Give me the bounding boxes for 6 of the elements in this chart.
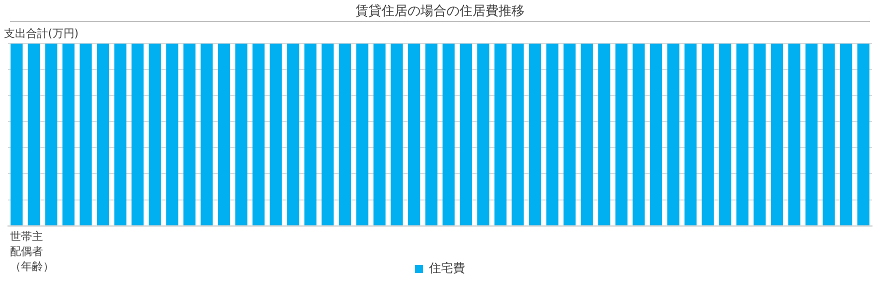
text: 世帯主 bbox=[10, 230, 43, 244]
text: 配偶者 bbox=[10, 245, 43, 258]
chart-title: 賃貸住居の場合の住居費推移 bbox=[356, 4, 524, 20]
legend-label: 住宅費 bbox=[428, 261, 465, 276]
y-axis-title: 支出合計(万円) bbox=[4, 26, 79, 40]
text: （年齢） bbox=[10, 260, 54, 274]
